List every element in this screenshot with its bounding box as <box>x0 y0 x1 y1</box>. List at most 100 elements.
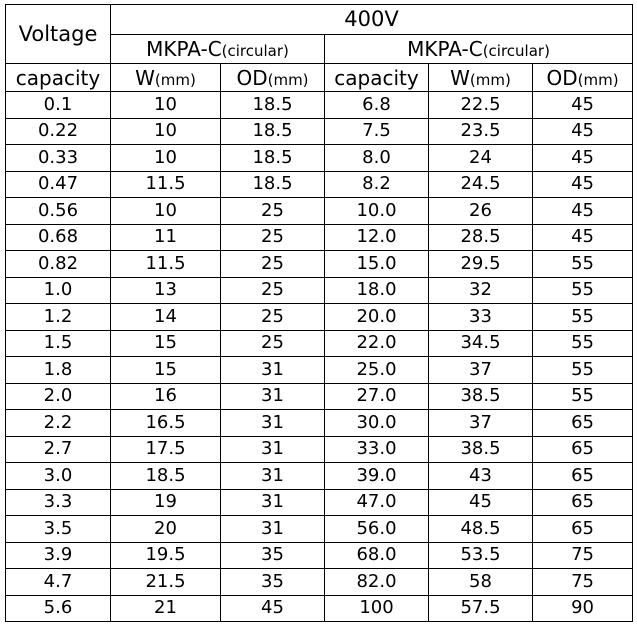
cell-width-right: 23.5 <box>428 117 533 145</box>
cell-od-right: 45 <box>531 144 634 172</box>
cell-od: 31 <box>220 409 325 437</box>
cell-width-right: 53.5 <box>428 541 533 569</box>
cell-od: 25 <box>220 250 325 278</box>
cell-width: 15 <box>110 329 221 357</box>
cell-capacity: 3.3 <box>5 488 111 516</box>
cell-width: 10 <box>110 117 221 145</box>
cell-capacity-right: 39.0 <box>324 462 429 490</box>
cell-od: 31 <box>220 488 325 516</box>
cell-od-right: 55 <box>531 329 634 357</box>
cell-capacity: 2.0 <box>5 382 111 410</box>
cell-width: 10 <box>110 197 221 225</box>
cell-width: 13 <box>110 276 221 304</box>
cell-width-right: 33 <box>428 303 533 331</box>
cell-od: 31 <box>220 382 325 410</box>
cell-od-right: 65 <box>531 488 634 516</box>
cell-capacity-right: 100 <box>324 594 429 622</box>
voltage-header: Voltage <box>5 4 111 64</box>
cell-width: 14 <box>110 303 221 331</box>
cell-capacity: 1.5 <box>5 329 111 357</box>
table-row: 3.3 19 31 47.0 45 65 <box>5 488 634 516</box>
column-header-width-right: W(mm) <box>428 63 533 92</box>
cell-od-right: 65 <box>531 462 634 490</box>
cell-od-right: 55 <box>531 303 634 331</box>
cell-width: 19.5 <box>110 541 221 569</box>
cell-width: 10 <box>110 144 221 172</box>
cell-od-right: 55 <box>531 250 634 278</box>
column-header-unit: (mm) <box>154 70 196 89</box>
cell-width: 11 <box>110 223 221 251</box>
cell-capacity-right: 27.0 <box>324 382 429 410</box>
cell-capacity-right: 22.0 <box>324 329 429 357</box>
voltage-value-header: 400V <box>109 4 634 35</box>
cell-od-right: 45 <box>531 170 634 198</box>
cell-width-right: 24.5 <box>428 170 533 198</box>
column-header-capacity: capacity <box>5 63 111 92</box>
cell-width: 16.5 <box>110 409 221 437</box>
cell-capacity-right: 25.0 <box>324 356 429 384</box>
cell-capacity-right: 8.0 <box>324 144 429 172</box>
cell-width: 20 <box>110 515 221 543</box>
cell-od: 35 <box>220 541 325 569</box>
series-header-left: MKPA-C(circular) <box>110 33 325 64</box>
series-shape: (circular) <box>482 41 550 60</box>
table-row: 0.33 10 18.5 8.0 24 45 <box>5 144 634 172</box>
cell-width: 11.5 <box>110 170 221 198</box>
cell-od: 31 <box>220 356 325 384</box>
table-row: 3.0 18.5 31 39.0 43 65 <box>5 462 634 490</box>
cell-capacity-right: 68.0 <box>324 541 429 569</box>
column-header-main: W <box>450 65 470 90</box>
table-row: 5.6 21 45 100 57.5 90 <box>5 594 634 622</box>
table-row: 2.0 16 31 27.0 38.5 55 <box>5 382 634 410</box>
cell-od: 31 <box>220 515 325 543</box>
cell-capacity-right: 8.2 <box>324 170 429 198</box>
table-row: 1.0 13 25 18.0 32 55 <box>5 276 634 304</box>
cell-capacity-right: 30.0 <box>324 409 429 437</box>
cell-capacity: 1.8 <box>5 356 111 384</box>
cell-width-right: 48.5 <box>428 515 533 543</box>
cell-od: 18.5 <box>220 117 325 145</box>
cell-od: 25 <box>220 197 325 225</box>
cell-capacity: 1.2 <box>5 303 111 331</box>
cell-od-right: 55 <box>531 382 634 410</box>
column-header-capacity-right: capacity <box>324 63 429 92</box>
column-header-main: W <box>135 65 155 90</box>
cell-width-right: 37 <box>428 356 533 384</box>
cell-width: 21 <box>110 594 221 622</box>
table-row: 1.2 14 25 20.0 33 55 <box>5 303 634 331</box>
cell-capacity: 4.7 <box>5 568 111 596</box>
cell-od: 31 <box>220 462 325 490</box>
cell-capacity: 3.0 <box>5 462 111 490</box>
column-header-od-right: OD(mm) <box>531 63 634 92</box>
table-row: 0.56 10 25 10.0 26 45 <box>5 197 634 225</box>
cell-od: 25 <box>220 223 325 251</box>
cell-od-right: 65 <box>531 435 634 463</box>
cell-width: 11.5 <box>110 250 221 278</box>
cell-od: 45 <box>220 594 325 622</box>
cell-capacity: 0.1 <box>5 91 111 119</box>
cell-od-right: 65 <box>531 409 634 437</box>
cell-width: 18.5 <box>110 462 221 490</box>
cell-capacity: 0.82 <box>5 250 111 278</box>
column-header-unit: (mm) <box>577 70 619 89</box>
column-header-unit: (mm) <box>267 70 309 89</box>
cell-od-right: 90 <box>531 594 634 622</box>
cell-od: 25 <box>220 276 325 304</box>
cell-capacity-right: 15.0 <box>324 250 429 278</box>
cell-od: 25 <box>220 303 325 331</box>
cell-width-right: 57.5 <box>428 594 533 622</box>
cell-width-right: 26 <box>428 197 533 225</box>
series-name: MKPA-C <box>407 36 483 61</box>
cell-width-right: 34.5 <box>428 329 533 357</box>
cell-od-right: 45 <box>531 91 634 119</box>
table-row: 0.68 11 25 12.0 28.5 45 <box>5 223 634 251</box>
cell-capacity: 3.5 <box>5 515 111 543</box>
cell-width-right: 37 <box>428 409 533 437</box>
cell-width: 16 <box>110 382 221 410</box>
series-header-right: MKPA-C(circular) <box>323 33 634 64</box>
cell-width-right: 43 <box>428 462 533 490</box>
table-row: 0.1 10 18.5 6.8 22.5 45 <box>5 91 634 119</box>
table-body: 0.1 10 18.5 6.8 22.5 45 0.22 10 18.5 7.5 23.5 45 0.3… <box>5 91 634 622</box>
table-row: 1.8 15 31 25.0 37 55 <box>5 356 634 384</box>
cell-capacity: 3.9 <box>5 541 111 569</box>
